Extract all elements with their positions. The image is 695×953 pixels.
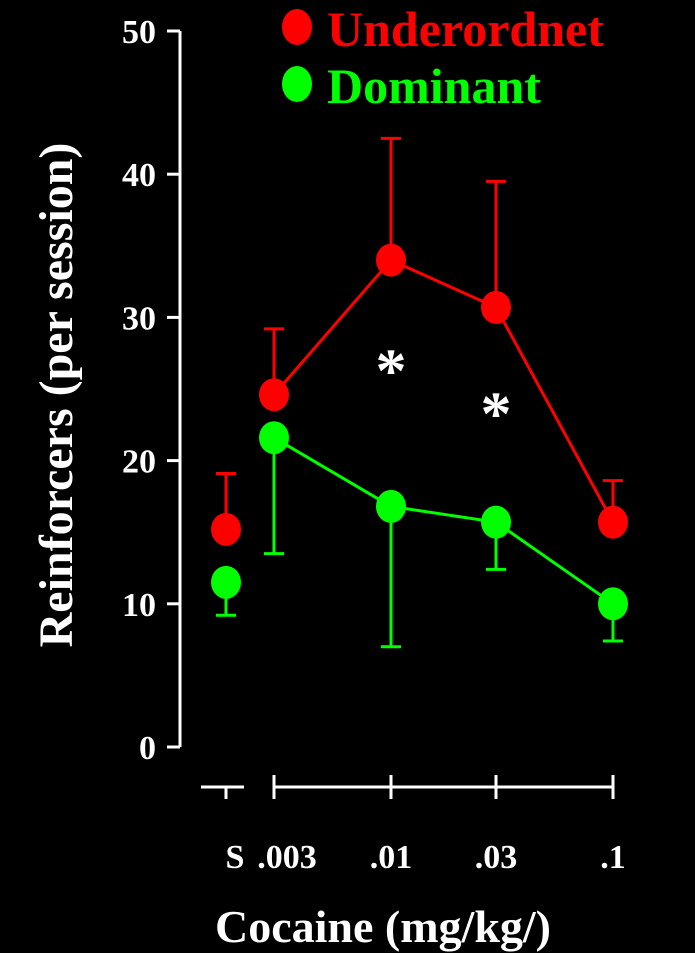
data-point <box>481 505 511 539</box>
series-layer <box>211 136 628 649</box>
y-tick-label: 30 <box>122 300 156 337</box>
data-point <box>259 378 289 412</box>
x-tick-label: .01 <box>370 839 413 876</box>
series-line <box>272 258 615 523</box>
y-tick-label: 0 <box>139 730 156 767</box>
x-tick-label: .003 <box>257 839 317 876</box>
y-axis-title: Reinforcers (per session) <box>30 143 83 648</box>
legend-label: Dominant <box>327 58 541 114</box>
x-axis-title: Cocaine (mg/kg/) <box>215 901 551 952</box>
data-point <box>376 243 406 277</box>
legend-marker <box>282 9 312 45</box>
y-tick-label: 20 <box>122 444 156 481</box>
data-point-saline <box>211 512 241 546</box>
data-point-saline <box>211 565 241 599</box>
y-tick-label: 50 <box>122 14 156 51</box>
annotation-layer: ** <box>376 338 512 449</box>
data-point <box>598 587 628 621</box>
series-dominant <box>211 421 628 649</box>
data-point <box>259 421 289 455</box>
x-tick-label: S <box>226 839 245 876</box>
y-tick-label: 40 <box>122 157 156 194</box>
legend-marker <box>282 66 312 102</box>
significance-asterisk: * <box>376 338 407 406</box>
significance-asterisk: * <box>481 380 512 448</box>
series-underordnet <box>211 136 628 546</box>
data-point <box>598 505 628 539</box>
y-tick-label: 10 <box>122 587 156 624</box>
data-point <box>376 489 406 523</box>
x-tick-label: .03 <box>475 839 518 876</box>
axes: 0 10 20 30 40 50 S .003 .01 .03 .1 <box>122 14 626 876</box>
legend-label: Underordnet <box>327 1 604 57</box>
series-line <box>273 436 614 606</box>
data-point <box>481 290 511 324</box>
x-tick-label: .1 <box>600 839 626 876</box>
